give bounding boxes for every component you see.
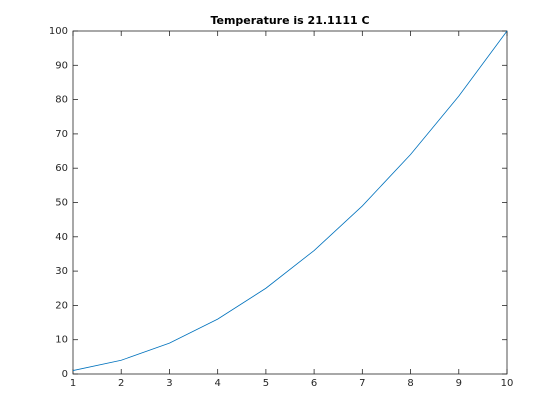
chart-title: Temperature is 21.1111 C — [210, 14, 369, 27]
x-tick-label: 9 — [456, 378, 462, 389]
y-tick-label: 0 — [62, 369, 68, 380]
y-tick-label: 100 — [49, 26, 68, 37]
x-tick-label: 8 — [407, 378, 413, 389]
x-tick-label: 3 — [166, 378, 172, 389]
x-tick-label: 1 — [70, 378, 76, 389]
y-tick-label: 30 — [55, 266, 68, 277]
x-tick-label: 10 — [501, 378, 514, 389]
y-tick-label: 60 — [55, 163, 68, 174]
y-tick-label: 40 — [55, 232, 68, 243]
x-tick-label: 7 — [359, 378, 365, 389]
y-tick-label: 20 — [55, 300, 68, 311]
x-tick-label: 5 — [263, 378, 269, 389]
y-tick-label: 10 — [55, 335, 68, 346]
x-tick-label: 2 — [118, 378, 124, 389]
x-tick-label: 6 — [311, 378, 317, 389]
y-tick-label: 90 — [55, 60, 68, 71]
y-tick-label: 80 — [55, 95, 68, 106]
x-tick-label: 4 — [214, 378, 220, 389]
y-tick-label: 70 — [55, 129, 68, 140]
axes-box — [72, 30, 508, 375]
data-line — [72, 30, 508, 371]
y-tick-label: 50 — [55, 198, 68, 209]
